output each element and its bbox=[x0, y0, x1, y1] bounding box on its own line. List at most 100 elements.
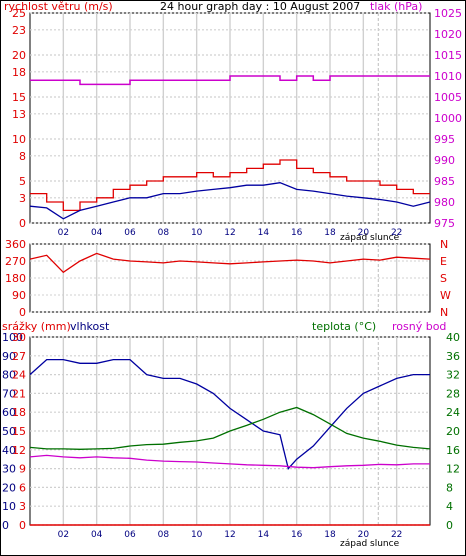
pressure-tick-label: 1005 bbox=[434, 91, 462, 104]
humidity-tick-label: 0 bbox=[2, 519, 9, 532]
hour-tick-label: 12 bbox=[224, 228, 235, 238]
temperature-tick-label: 36 bbox=[446, 350, 460, 363]
hour-tick-label: 02 bbox=[58, 530, 69, 540]
humidity-line bbox=[29, 358, 430, 470]
hour-tick-label: 08 bbox=[158, 530, 170, 540]
direction-tick-label: 0 bbox=[19, 306, 26, 319]
hour-tick-label: 10 bbox=[191, 228, 203, 238]
wind-tick-label: 13 bbox=[12, 108, 26, 121]
pressure-tick-label: 980 bbox=[434, 196, 455, 209]
humidity-tick-label: 90 bbox=[2, 350, 16, 363]
rain-title: srážky (mm) bbox=[2, 320, 71, 333]
temperature-tick-label: 40 bbox=[446, 331, 460, 344]
pressure-tick-label: 1000 bbox=[434, 112, 462, 125]
wind-tick-label: 20 bbox=[12, 49, 26, 62]
rain-tick-label: 27 bbox=[12, 350, 26, 363]
temperature-tick-label: 20 bbox=[446, 425, 460, 438]
temperature-tick-label: 28 bbox=[446, 387, 460, 400]
hour-tick-label: 22 bbox=[391, 530, 402, 540]
compass-tick-label: N bbox=[440, 238, 448, 251]
pressure-title: tlak (hPa) bbox=[370, 0, 422, 13]
pressure-tick-label: 1015 bbox=[434, 49, 462, 62]
hour-tick-label: 18 bbox=[324, 530, 336, 540]
wind-tick-label: 18 bbox=[12, 66, 26, 79]
wind-tick-label: 10 bbox=[12, 133, 26, 146]
hour-tick-label: 16 bbox=[291, 228, 303, 238]
temperature-tick-label: 12 bbox=[446, 463, 460, 476]
wind-average-line bbox=[29, 182, 431, 220]
pressure-tick-label: 1025 bbox=[434, 7, 462, 20]
temperature-title: teplota (°C) bbox=[312, 320, 376, 333]
temperature-tick-label: 4 bbox=[446, 500, 453, 513]
pressure-tick-label: 990 bbox=[434, 154, 455, 167]
hour-tick-label: 22 bbox=[391, 228, 402, 238]
temperature-tick-label: 24 bbox=[446, 406, 460, 419]
rain-tick-label: 12 bbox=[12, 444, 26, 457]
humidity-tick-label: 70 bbox=[2, 387, 16, 400]
direction-tick-label: 270 bbox=[5, 255, 26, 268]
hour-tick-label: 18 bbox=[324, 228, 336, 238]
hour-tick-label: 04 bbox=[91, 530, 103, 540]
wind-direction-line bbox=[29, 252, 431, 274]
dewpoint-line bbox=[29, 454, 430, 469]
temperature-tick-label: 16 bbox=[446, 444, 460, 457]
temperature-line bbox=[29, 406, 431, 450]
pressure-tick-label: 1020 bbox=[434, 28, 462, 41]
wind-tick-label: 23 bbox=[12, 24, 26, 37]
wind-tick-label: 25 bbox=[12, 7, 26, 20]
compass-tick-label: N bbox=[440, 306, 448, 319]
rain-tick-label: 18 bbox=[12, 406, 26, 419]
direction-tick-label: 180 bbox=[5, 272, 26, 285]
hour-tick-label: 04 bbox=[91, 228, 103, 238]
wind-tick-label: 15 bbox=[12, 91, 26, 104]
rain-tick-label: 3 bbox=[19, 500, 26, 513]
compass-tick-label: S bbox=[440, 272, 447, 285]
rain-tick-label: 15 bbox=[12, 425, 26, 438]
humidity-tick-label: 60 bbox=[2, 406, 16, 419]
wind-speed-title: rychlost větru (m/s) bbox=[4, 0, 113, 13]
wind-gust-line bbox=[30, 159, 430, 212]
chart-title: 24 hour graph day : 10 August 2007 bbox=[160, 0, 360, 13]
hour-tick-label: 10 bbox=[191, 530, 203, 540]
pressure-tick-label: 995 bbox=[434, 133, 455, 146]
pressure-tick-label: 985 bbox=[434, 175, 455, 188]
pressure-tick-label: 1010 bbox=[434, 70, 462, 83]
compass-tick-label: W bbox=[440, 289, 451, 302]
pressure-tick-label: 975 bbox=[434, 217, 455, 230]
temperature-tick-label: 8 bbox=[446, 481, 453, 494]
compass-tick-label: E bbox=[440, 255, 447, 268]
hour-tick-label: 14 bbox=[258, 530, 270, 540]
humidity-tick-label: 10 bbox=[2, 500, 16, 513]
wind-tick-label: 3 bbox=[19, 192, 26, 205]
hour-tick-label: 16 bbox=[291, 530, 303, 540]
rain-tick-label: 9 bbox=[19, 463, 26, 476]
hour-tick-label: 08 bbox=[158, 228, 170, 238]
dewpoint-title: rosný bod bbox=[392, 320, 446, 333]
rain-tick-label: 30 bbox=[12, 331, 26, 344]
rain-tick-label: 0 bbox=[19, 519, 26, 532]
hour-tick-label: 06 bbox=[124, 530, 136, 540]
sunset-label-top: západ slunce bbox=[340, 233, 400, 243]
rain-tick-label: 24 bbox=[12, 369, 26, 382]
humidity-tick-label: 100 bbox=[2, 331, 23, 344]
humidity-tick-label: 20 bbox=[2, 481, 16, 494]
temperature-tick-label: 32 bbox=[446, 369, 460, 382]
hour-tick-label: 14 bbox=[258, 228, 270, 238]
direction-tick-label: 90 bbox=[12, 289, 26, 302]
hour-tick-label: 06 bbox=[124, 228, 136, 238]
humidity-tick-label: 80 bbox=[2, 369, 16, 382]
rain-tick-label: 6 bbox=[19, 481, 26, 494]
humidity-tick-label: 50 bbox=[2, 425, 16, 438]
wind-tick-label: 8 bbox=[19, 150, 26, 163]
rain-tick-label: 21 bbox=[12, 387, 26, 400]
hour-tick-label: 20 bbox=[358, 228, 370, 238]
temperature-tick-label: 0 bbox=[446, 519, 453, 532]
humidity-title: vlhkost bbox=[70, 320, 110, 333]
direction-tick-label: 360 bbox=[5, 238, 26, 251]
wind-tick-label: 0 bbox=[19, 217, 26, 230]
humidity-tick-label: 30 bbox=[2, 463, 16, 476]
wind-tick-label: 5 bbox=[19, 175, 26, 188]
hour-tick-label: 20 bbox=[358, 530, 370, 540]
